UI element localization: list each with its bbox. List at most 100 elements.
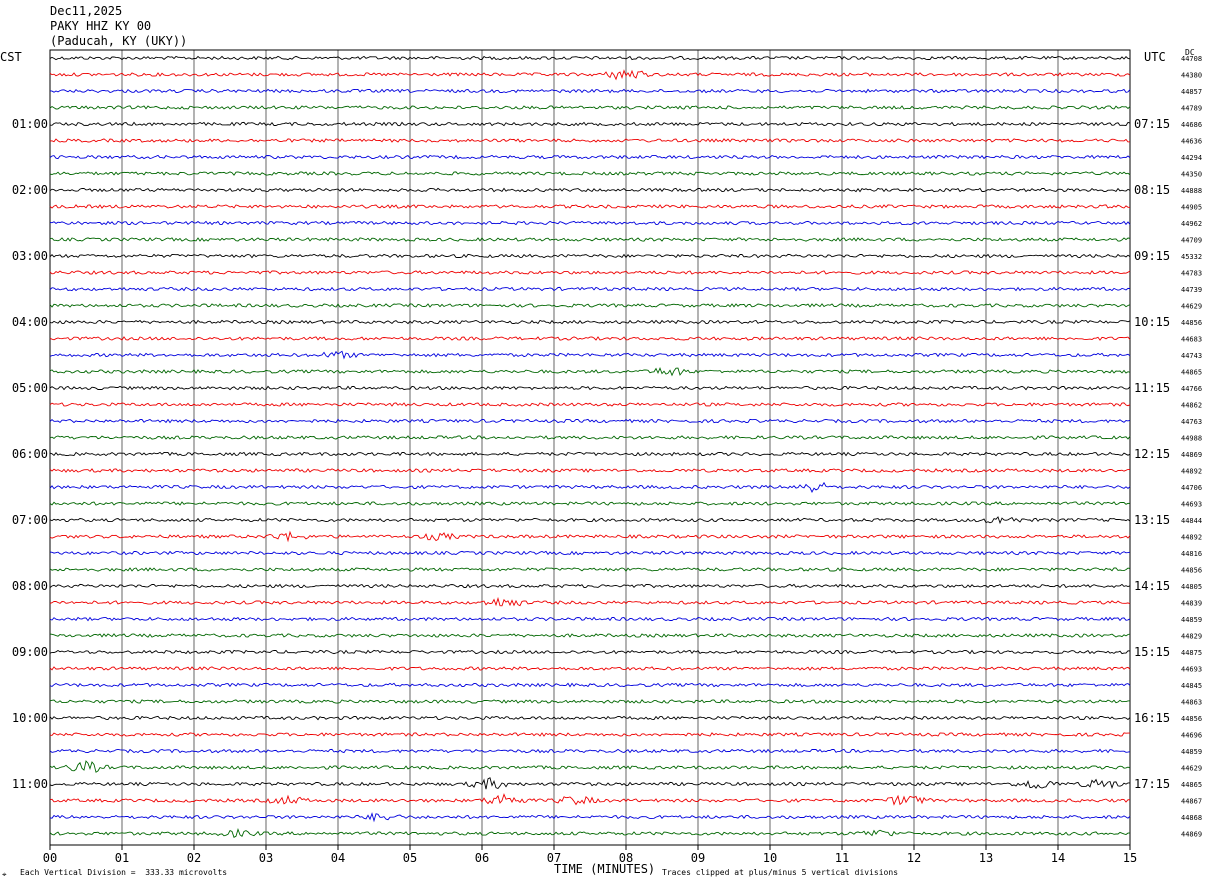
dc-offset-label: 44856 <box>1181 319 1202 327</box>
dc-offset-label: 44865 <box>1181 781 1202 789</box>
right-hour-label: 17:15 <box>1134 777 1170 791</box>
x-tick-label: 03 <box>259 851 273 865</box>
trace-row-15 <box>49 303 1131 308</box>
right-hour-label: 08:15 <box>1134 183 1170 197</box>
right-hour-label: 10:15 <box>1134 315 1170 329</box>
trace-row-24 <box>49 451 1131 457</box>
left-hour-label: 11:00 <box>12 777 48 791</box>
x-tick-label: 15 <box>1123 851 1137 865</box>
dc-offset-label: 45332 <box>1181 253 1202 261</box>
x-tick-label: 12 <box>907 851 921 865</box>
dc-offset-label: 44859 <box>1181 748 1202 756</box>
trace-row-2 <box>49 88 1131 94</box>
dc-label: DC <box>1185 48 1195 57</box>
left-hour-label: 04:00 <box>12 315 48 329</box>
dc-offset-label: 44865 <box>1181 369 1202 377</box>
trace-row-4 <box>49 121 1131 127</box>
trace-row-10 <box>49 220 1131 226</box>
right-hour-label: 07:15 <box>1134 117 1170 131</box>
left-hour-label: 07:00 <box>12 513 48 527</box>
trace-row-46 <box>49 812 1131 823</box>
x-tick-label: 11 <box>835 851 849 865</box>
x-tick-label: 07 <box>547 851 561 865</box>
dc-offset-label: 44962 <box>1181 220 1202 228</box>
dc-offset-label: 44789 <box>1181 105 1202 113</box>
dc-offset-label: 44888 <box>1181 187 1202 195</box>
dc-offset-label: 44294 <box>1181 154 1202 162</box>
trace-row-30 <box>49 550 1131 556</box>
dc-offset-label: 44868 <box>1181 814 1202 822</box>
x-tick-label: 00 <box>43 851 57 865</box>
trace-row-29 <box>49 530 1131 543</box>
x-tick-label: 02 <box>187 851 201 865</box>
left-hour-label: 01:00 <box>12 117 48 131</box>
left-hour-label: 03:00 <box>12 249 48 263</box>
dc-offset-label: 44683 <box>1181 336 1202 344</box>
dc-offset-label: 44783 <box>1181 270 1202 278</box>
dc-offset-label: 44869 <box>1181 451 1202 459</box>
scale-icon: ⌖ <box>2 870 7 879</box>
dc-offset-label: 44892 <box>1181 534 1202 542</box>
scale-note: Each Vertical Division = 333.33 microvol… <box>20 868 228 877</box>
trace-row-6 <box>49 154 1131 160</box>
dc-offset-label: 44766 <box>1181 385 1202 393</box>
right-hour-label: 16:15 <box>1134 711 1170 725</box>
right-timezone-label: UTC <box>1144 50 1166 64</box>
trace-row-21 <box>49 402 1131 407</box>
dc-offset-label: 44708 <box>1181 55 1202 63</box>
dc-offset-label: 44857 <box>1181 88 1202 96</box>
dc-offset-label: 44844 <box>1181 517 1202 525</box>
trace-row-3 <box>49 105 1131 110</box>
x-tick-label: 04 <box>331 851 345 865</box>
trace-row-32 <box>49 583 1131 589</box>
dc-offset-label: 44350 <box>1181 171 1202 179</box>
right-hour-label: 12:15 <box>1134 447 1170 461</box>
dc-offset-labels: 44708 44380 44857 44789 44686 44636 44294 44350… <box>1181 55 1202 839</box>
dc-offset-label: 44629 <box>1181 765 1202 773</box>
dc-offset-label: 44859 <box>1181 616 1202 624</box>
header-date: Dec11,2025 <box>50 4 123 18</box>
trace-row-31 <box>49 567 1131 572</box>
right-hour-label: 13:15 <box>1134 513 1170 527</box>
dc-offset-label: 44856 <box>1181 567 1202 575</box>
trace-row-9 <box>49 204 1130 209</box>
dc-offset-label: 44829 <box>1181 633 1202 641</box>
dc-offset-label: 44629 <box>1181 303 1202 311</box>
trace-row-45 <box>49 793 1131 806</box>
trace-row-13 <box>49 270 1131 275</box>
trace-row-37 <box>49 666 1131 671</box>
trace-row-1 <box>49 69 1131 81</box>
trace-row-22 <box>49 418 1131 424</box>
trace-row-43 <box>49 760 1131 773</box>
left-hour-label: 10:00 <box>12 711 48 725</box>
dc-offset-label: 44905 <box>1181 204 1202 212</box>
dc-offset-label: 44816 <box>1181 550 1202 558</box>
left-hour-label: 08:00 <box>12 579 48 593</box>
trace-row-20 <box>49 385 1131 391</box>
dc-offset-label: 44636 <box>1181 138 1202 146</box>
x-tick-label: 01 <box>115 851 129 865</box>
dc-offset-label: 44869 <box>1181 831 1202 839</box>
dc-offset-label: 44743 <box>1181 352 1202 360</box>
x-tick-label: 06 <box>475 851 489 865</box>
trace-row-35 <box>49 633 1131 638</box>
dc-offset-label: 44686 <box>1181 121 1202 129</box>
dc-offset-label: 44693 <box>1181 501 1202 509</box>
dc-offset-label: 44706 <box>1181 484 1202 492</box>
plot-frame <box>49 49 1131 846</box>
left-hour-label: 05:00 <box>12 381 48 395</box>
trace-row-28 <box>49 516 1131 525</box>
x-axis: 00 01 02 03 04 05 06 07 08 09 10 11 12 13 14 15 <box>43 845 1137 865</box>
trace-row-41 <box>49 732 1130 737</box>
trace-row-36 <box>49 649 1131 655</box>
trace-row-17 <box>49 336 1131 341</box>
row-labels: 01:00 02:00 03:00 04:00 05:00 06:00 07:00 08:00… <box>12 117 1170 791</box>
trace-row-8 <box>49 187 1131 193</box>
clip-note: Traces clipped at plus/minus 5 vertical … <box>662 868 899 877</box>
right-hour-label: 15:15 <box>1134 645 1170 659</box>
dc-offset-label: 44863 <box>1181 699 1202 707</box>
dc-offset-label: 44709 <box>1181 237 1202 245</box>
dc-offset-label: 44875 <box>1181 649 1202 657</box>
dc-offset-label: 44693 <box>1181 666 1202 674</box>
dc-offset-label: 44862 <box>1181 402 1202 410</box>
